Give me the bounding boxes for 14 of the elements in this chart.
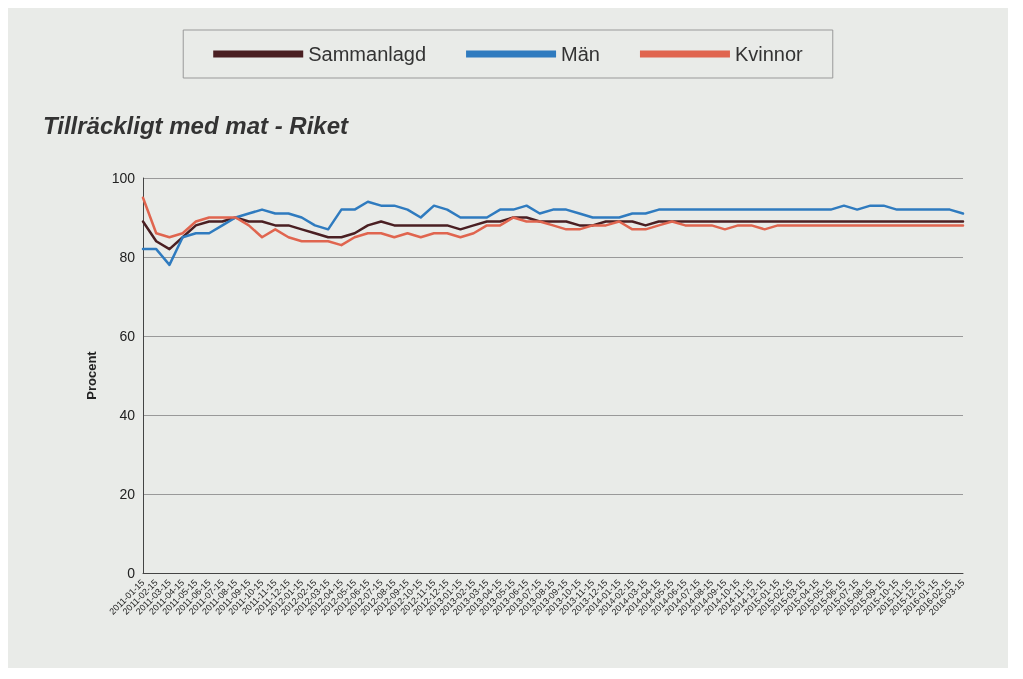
- legend-label: Kvinnor: [734, 43, 804, 65]
- legend-label: Sammanlagd: [308, 43, 427, 65]
- y-tick-label: 40: [119, 407, 136, 423]
- y-tick-label: 20: [119, 486, 136, 502]
- line-series: [141, 196, 965, 247]
- legend-label: Män: [561, 43, 600, 65]
- chart-title: Tillräckligt med mat - Riket: [43, 111, 349, 139]
- y-tick-label: 60: [119, 328, 136, 344]
- y-axis-title: Procent: [84, 350, 99, 400]
- y-tick-label: 100: [111, 170, 136, 186]
- line-series: [141, 200, 965, 267]
- line-series: [141, 216, 965, 251]
- y-tick-label: 80: [119, 249, 136, 265]
- y-tick-label: 0: [127, 565, 136, 581]
